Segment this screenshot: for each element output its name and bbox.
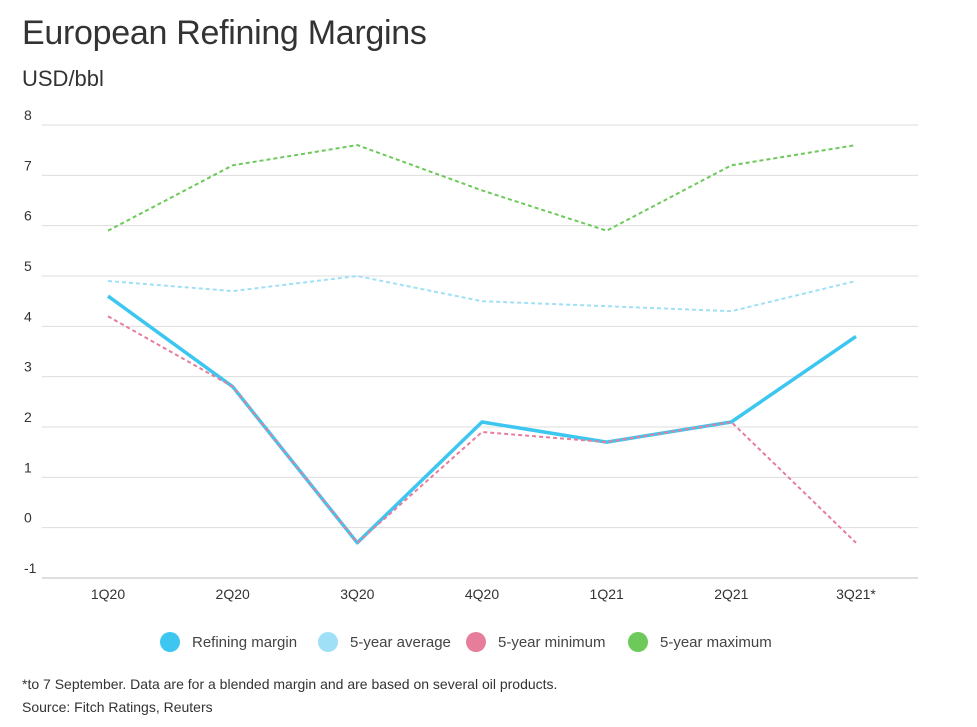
- y-tick-label: 8: [24, 107, 32, 123]
- series-lines: [106, 144, 857, 545]
- x-tick-label: 2Q21: [714, 586, 748, 602]
- legend-swatch: [318, 632, 338, 652]
- y-axis-ticks: 8 7 6 5 4 3 2 1 0 -1: [24, 107, 37, 576]
- series-line-refining-margin: [106, 294, 857, 545]
- y-tick-label: 1: [24, 459, 32, 475]
- legend-item[interactable]: Refining margin: [160, 632, 297, 652]
- x-tick-label: 3Q20: [340, 586, 374, 602]
- gridlines: [42, 124, 918, 579]
- y-tick-label: 3: [24, 359, 32, 375]
- legend-item[interactable]: 5-year maximum: [628, 632, 772, 652]
- y-tick-label: -1: [24, 560, 37, 576]
- y-tick-label: 2: [24, 409, 32, 425]
- legend-label: 5-year maximum: [660, 633, 772, 651]
- source-note: Source: Fitch Ratings, Reuters: [22, 699, 213, 715]
- legend-item[interactable]: 5-year minimum: [466, 632, 606, 652]
- unit-label: USD/bbl: [22, 66, 104, 91]
- legend-swatch: [628, 632, 648, 652]
- y-tick-label: 7: [24, 157, 32, 173]
- series-line-5-year-average: [107, 275, 857, 313]
- legend-swatch: [466, 632, 486, 652]
- x-tick-label: 3Q21*: [836, 586, 876, 602]
- line-chart: 8 7 6 5 4 3 2 1 0 -1 1Q20 2Q20 3Q20 4Q20 1Q21 2Q21 3Q21…: [24, 107, 918, 602]
- x-axis-ticks: 1Q20 2Q20 3Q20 4Q20 1Q21 2Q21 3Q21*: [91, 586, 877, 602]
- legend-label: Refining margin: [192, 633, 298, 651]
- legend-label: 5-year average: [350, 633, 451, 651]
- legend-label: 5-year minimum: [498, 633, 606, 651]
- y-tick-label: 0: [24, 510, 32, 526]
- series-line-5-year-minimum: [107, 315, 857, 544]
- x-tick-label: 1Q20: [91, 586, 125, 602]
- series-line-5-year-maximum: [107, 144, 857, 232]
- legend: Refining margin 5-year average 5-year mini…: [0, 632, 977, 660]
- x-tick-label: 2Q20: [216, 586, 250, 602]
- legend-swatch: [160, 632, 180, 652]
- y-tick-label: 5: [24, 258, 32, 274]
- x-tick-label: 1Q21: [590, 586, 624, 602]
- chart-title: European Refining Margins: [22, 14, 427, 52]
- footnote: *to 7 September. Data are for a blended …: [22, 676, 558, 692]
- legend-item[interactable]: 5-year average: [318, 632, 451, 652]
- x-tick-label: 4Q20: [465, 586, 499, 602]
- y-tick-label: 6: [24, 208, 32, 224]
- y-tick-label: 4: [24, 308, 32, 324]
